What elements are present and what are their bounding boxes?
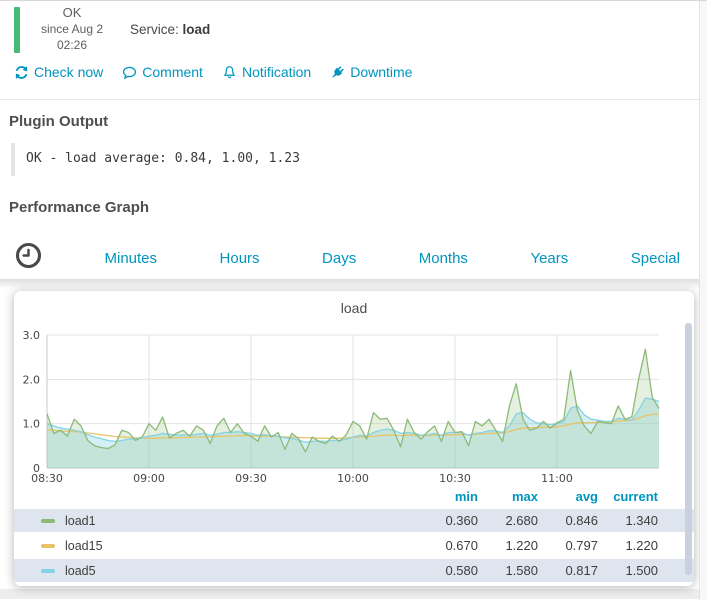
- series-swatch-load5: [41, 568, 55, 573]
- service-name: load: [182, 22, 211, 37]
- svg-text:09:00: 09:00: [133, 472, 165, 485]
- comment-button[interactable]: Comment: [122, 64, 203, 80]
- value-min: 0.670: [445, 538, 478, 553]
- status-since-time: 02:26: [56, 38, 88, 52]
- legend-col-avg: avg: [575, 489, 598, 504]
- tab-minutes[interactable]: Minutes: [104, 249, 158, 267]
- value-avg: 0.817: [565, 563, 598, 578]
- plugin-output-heading: Plugin Output: [9, 113, 109, 130]
- svg-text:10:00: 10:00: [337, 472, 369, 485]
- legend-col-min: min: [454, 489, 478, 504]
- tab-hours[interactable]: Hours: [219, 249, 260, 267]
- legend-col-current: current: [613, 489, 658, 504]
- timerange-tabbar: Minutes Hours Days Months Years Special: [0, 237, 694, 279]
- svg-text:0: 0: [33, 462, 40, 475]
- action-bar: Check now Comment Notification: [14, 64, 412, 80]
- svg-text:10:30: 10:30: [439, 472, 471, 485]
- downtime-button[interactable]: Downtime: [330, 64, 412, 80]
- legend-col-max: max: [511, 489, 538, 504]
- series-name: load15: [65, 538, 103, 553]
- svg-text:3.0: 3.0: [23, 329, 41, 342]
- notification-label: Notification: [241, 64, 312, 80]
- service-line: Service: load: [130, 22, 210, 37]
- check-now-button[interactable]: Check now: [14, 64, 103, 80]
- comment-label: Comment: [142, 64, 203, 80]
- clock-icon: [15, 242, 42, 274]
- svg-text:2.0: 2.0: [23, 373, 41, 386]
- section-divider: [0, 99, 707, 100]
- refresh-icon: [14, 65, 29, 80]
- series-name: load5: [65, 563, 96, 578]
- comment-icon: [122, 65, 137, 80]
- legend-header: min max avg current: [14, 486, 694, 507]
- value-min: 0.360: [445, 513, 478, 528]
- tab-special[interactable]: Special: [630, 249, 680, 267]
- scroll-shadow: [0, 279, 707, 289]
- series-name: load1: [65, 513, 96, 528]
- legend-row-load15: load15 0.670 1.220 0.797 1.220: [14, 534, 694, 557]
- page-scrollbar-track[interactable]: [699, 1, 707, 600]
- notification-button[interactable]: Notification: [222, 64, 311, 80]
- value-max: 2.680: [505, 513, 538, 528]
- downtime-label: Downtime: [350, 64, 413, 80]
- plugin-output-text: OK - load average: 0.84, 1.00, 1.23: [11, 143, 310, 176]
- graph-card: load 3.0 2.0 1.0 0 08:30 09:00 09:30 10:00 10:30…: [14, 291, 694, 586]
- value-max: 1.580: [505, 563, 538, 578]
- value-current: 1.220: [625, 538, 658, 553]
- legend-row-load1: load1 0.360 2.680 0.846 1.340: [14, 509, 694, 532]
- tab-days[interactable]: Days: [322, 249, 357, 267]
- status-block: OK since Aug 2 02:26: [26, 4, 118, 53]
- series-swatch-load15: [41, 543, 55, 548]
- card-scrollbar-thumb[interactable]: [685, 323, 692, 575]
- tab-months[interactable]: Months: [418, 249, 468, 267]
- svg-text:1.0: 1.0: [23, 418, 41, 431]
- service-label: Service:: [130, 22, 179, 37]
- bottom-strip: [0, 589, 707, 599]
- value-avg: 0.846: [565, 513, 598, 528]
- status-severity-bar: [14, 7, 20, 53]
- value-current: 1.340: [625, 513, 658, 528]
- bell-icon: [222, 65, 237, 80]
- legend-row-load5: load5 0.580 1.580 0.817 1.500: [14, 559, 694, 582]
- svg-text:08:30: 08:30: [31, 472, 63, 485]
- tab-years[interactable]: Years: [530, 249, 569, 267]
- svg-text:11:00: 11:00: [541, 472, 573, 485]
- series-swatch-load1: [41, 518, 55, 523]
- value-current: 1.500: [625, 563, 658, 578]
- value-avg: 0.797: [565, 538, 598, 553]
- value-max: 1.220: [505, 538, 538, 553]
- plug-icon: [330, 65, 345, 80]
- performance-graph-heading: Performance Graph: [9, 199, 150, 216]
- graph-title: load: [340, 300, 368, 316]
- performance-chart: 3.0 2.0 1.0 008:30 09:00 09:30 10:00 10:30 11:00: [23, 329, 660, 485]
- status-since-date: since Aug 2: [40, 22, 104, 36]
- check-now-label: Check now: [34, 64, 104, 80]
- value-min: 0.580: [445, 563, 478, 578]
- status-state: OK: [62, 5, 82, 20]
- svg-text:09:30: 09:30: [235, 472, 267, 485]
